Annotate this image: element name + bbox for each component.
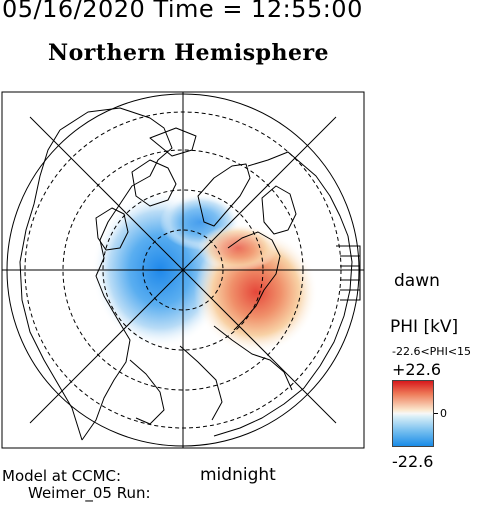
colorbar-min-label: -22.6 xyxy=(392,452,434,471)
positive-cell-upper xyxy=(198,224,278,272)
colorbar-range-text: -22.6<PHI<15 xyxy=(392,345,472,358)
coast-north-america xyxy=(19,107,173,441)
colorbar-zero-tick xyxy=(434,413,438,414)
coast-greenland xyxy=(197,163,251,227)
colorbar-max-label: +22.6 xyxy=(392,360,442,379)
coast-alaska xyxy=(129,359,165,425)
run-label: Weimer_05 Run: xyxy=(28,484,151,502)
coast-scandinavia xyxy=(261,185,297,235)
coastlines xyxy=(19,107,353,441)
colorbar-zero-label: 0 xyxy=(440,407,447,420)
meridian-diag-2 xyxy=(29,116,337,424)
coast-hudson-bay xyxy=(95,207,129,251)
dawn-label: dawn xyxy=(394,271,440,291)
colorbar-title: PHI [kV] xyxy=(390,317,459,337)
hemisphere-title: Northern Hemisphere xyxy=(48,40,330,66)
midnight-label: midnight xyxy=(200,465,276,485)
coast-arctic-islands xyxy=(131,127,197,207)
coast-eurasia xyxy=(213,151,353,437)
colorbar xyxy=(392,380,434,447)
meridian-grid xyxy=(2,92,364,448)
model-label: Model at CCMC: xyxy=(2,467,122,485)
date-time-header: 05/16/2020 Time = 12:55:00 xyxy=(2,0,363,23)
coast-siberia xyxy=(179,325,293,421)
outer-coast-fragment xyxy=(336,245,361,301)
